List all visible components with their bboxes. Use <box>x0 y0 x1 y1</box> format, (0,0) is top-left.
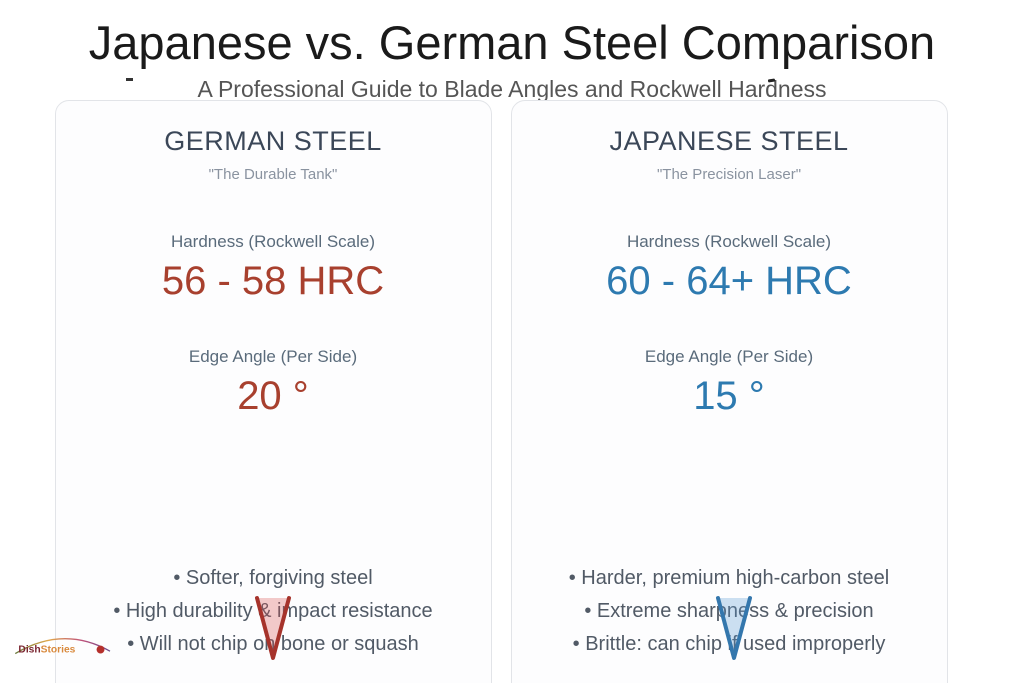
svg-text:DishStories: DishStories <box>18 645 75 656</box>
